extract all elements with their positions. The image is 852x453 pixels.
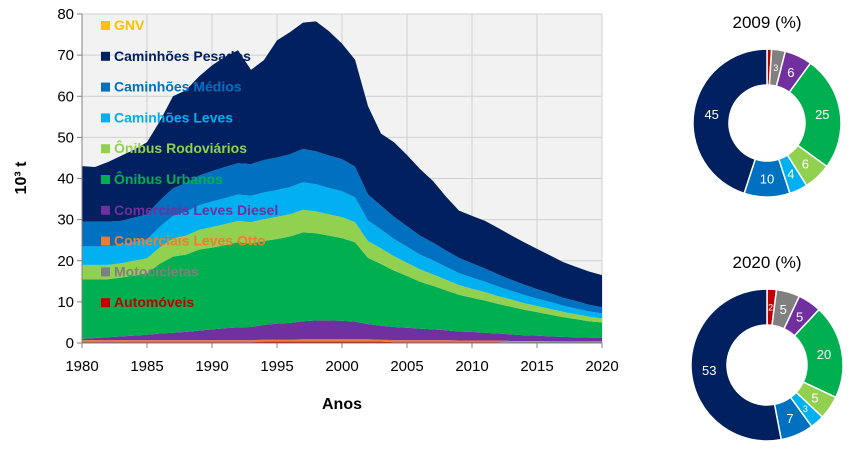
y-tick-label: 60	[57, 88, 74, 105]
y-tick-label: 30	[57, 212, 74, 229]
area-caminhoes-pesados	[82, 21, 602, 308]
y-tick-label: 50	[57, 129, 74, 146]
legend-label: Caminhões Pesados	[114, 48, 251, 64]
stacked-areas	[82, 21, 602, 343]
x-axis-title: Anos	[322, 396, 362, 413]
slice-label-onibus-rodoviarios: 5	[811, 390, 818, 405]
area-caminhoes-medios	[82, 148, 602, 314]
slice-label-caminhoes-medios: 7	[786, 411, 793, 426]
slice-label-onibus-rodoviarios: 6	[802, 157, 809, 172]
slice-label-caminhoes-medios: 10	[760, 172, 774, 187]
slice-label-automoveis: 2	[768, 302, 773, 312]
slice-onibus-urbanos	[788, 62, 842, 168]
slice-label-onibus-urbanos: 20	[817, 347, 831, 362]
x-tick-label: 1980	[65, 358, 98, 375]
legend-swatch	[101, 298, 110, 308]
area-comerciais-leves-diesel	[82, 320, 602, 342]
area-comerciais-leves-otto	[82, 339, 602, 342]
legend-label: Caminhões Leves	[114, 109, 233, 125]
legend-item-motocicletas: Motocicletas	[101, 263, 199, 279]
legend-label: Caminhões Médios	[114, 79, 242, 95]
slice-label-motocicletas: 5	[780, 302, 787, 317]
slice-caminhoes-pesados	[692, 48, 768, 195]
legend-swatch	[101, 21, 110, 30]
legend-swatch	[101, 175, 110, 184]
legend-swatch	[101, 51, 110, 61]
slice-caminhoes-pesados	[690, 288, 783, 442]
legend-item-automoveis: Automóveis	[101, 294, 194, 310]
x-tick-label: 2000	[325, 358, 358, 375]
area-caminhoes-leves	[82, 182, 602, 319]
y-axis-title: 10³ t	[13, 161, 30, 195]
x-tick-label: 1995	[260, 358, 293, 375]
donut-2020-title: 2020 (%)	[733, 253, 802, 272]
slice-label-caminhoes-leves: 3	[803, 404, 808, 414]
x-tick-label: 2010	[455, 358, 488, 375]
area-onibus-rodoviarios	[82, 209, 602, 323]
legend-label: Comerciais Leves Otto	[114, 233, 266, 249]
legend-item-onibus-rodoviarios: Ônibus Rodoviários	[101, 139, 247, 156]
y-tick-label: 80	[57, 6, 74, 23]
x-tick-label: 2005	[390, 358, 423, 375]
legend-swatch	[101, 144, 110, 154]
area-motocicletas	[82, 340, 602, 343]
legend-item-caminhoes-leves: Caminhões Leves	[101, 109, 233, 125]
legend-label: Motocicletas	[114, 263, 199, 279]
slice-label-motocicletas: 3	[773, 63, 778, 73]
legend-swatch	[101, 205, 110, 215]
legend-item-gnv: GNV	[101, 17, 145, 33]
legend-item-comerciais-leves-otto: Comerciais Leves Otto	[101, 233, 266, 249]
slice-label-caminhoes-pesados: 53	[702, 363, 716, 378]
slice-label-comerciais-leves-diesel: 6	[787, 65, 794, 80]
legend-item-onibus-urbanos: Ônibus Urbanos	[101, 170, 223, 187]
legend-swatch	[101, 236, 110, 246]
area-onibus-urbanos	[82, 232, 602, 339]
x-tick-label: 1990	[195, 358, 228, 375]
x-tick-label: 2015	[520, 358, 553, 375]
legend: GNV Caminhões Pesados Caminhões Médios Cami…	[101, 17, 278, 310]
donut-2009-title: 2009 (%)	[733, 13, 802, 32]
legend-label: GNV	[114, 17, 145, 33]
y-tick-label: 20	[57, 253, 74, 270]
legend-item-caminhoes-pesados: Caminhões Pesados	[101, 48, 251, 64]
slice-label-caminhoes-pesados: 45	[704, 107, 718, 122]
legend-swatch	[101, 267, 110, 277]
legend-item-comerciais-leves-diesel: Comerciais Leves Diesel	[101, 202, 278, 218]
axes: 0 10 20 30 40 50 60 70 80 1980 1985 1990 1995 2000 200…	[57, 6, 618, 375]
legend-label: Automóveis	[114, 294, 194, 310]
legend-item-caminhoes-medios: Caminhões Médios	[101, 79, 242, 95]
x-tick-label: 2020	[585, 358, 618, 375]
slice-label-onibus-urbanos: 25	[815, 107, 829, 122]
y-tick-label: 0	[66, 335, 74, 352]
legend-label: Ônibus Rodoviários	[114, 139, 247, 156]
x-tick-label: 1985	[130, 358, 163, 375]
y-tick-label: 70	[57, 47, 74, 64]
legend-swatch	[101, 82, 110, 92]
slice-label-caminhoes-leves: 4	[787, 166, 794, 181]
legend-swatch	[101, 113, 110, 123]
y-tick-label: 40	[57, 171, 74, 188]
legend-label: Comerciais Leves Diesel	[114, 202, 278, 218]
slice-label-comerciais-leves-diesel: 5	[796, 310, 803, 325]
legend-label: Ônibus Urbanos	[114, 170, 223, 187]
y-tick-label: 10	[57, 294, 74, 311]
